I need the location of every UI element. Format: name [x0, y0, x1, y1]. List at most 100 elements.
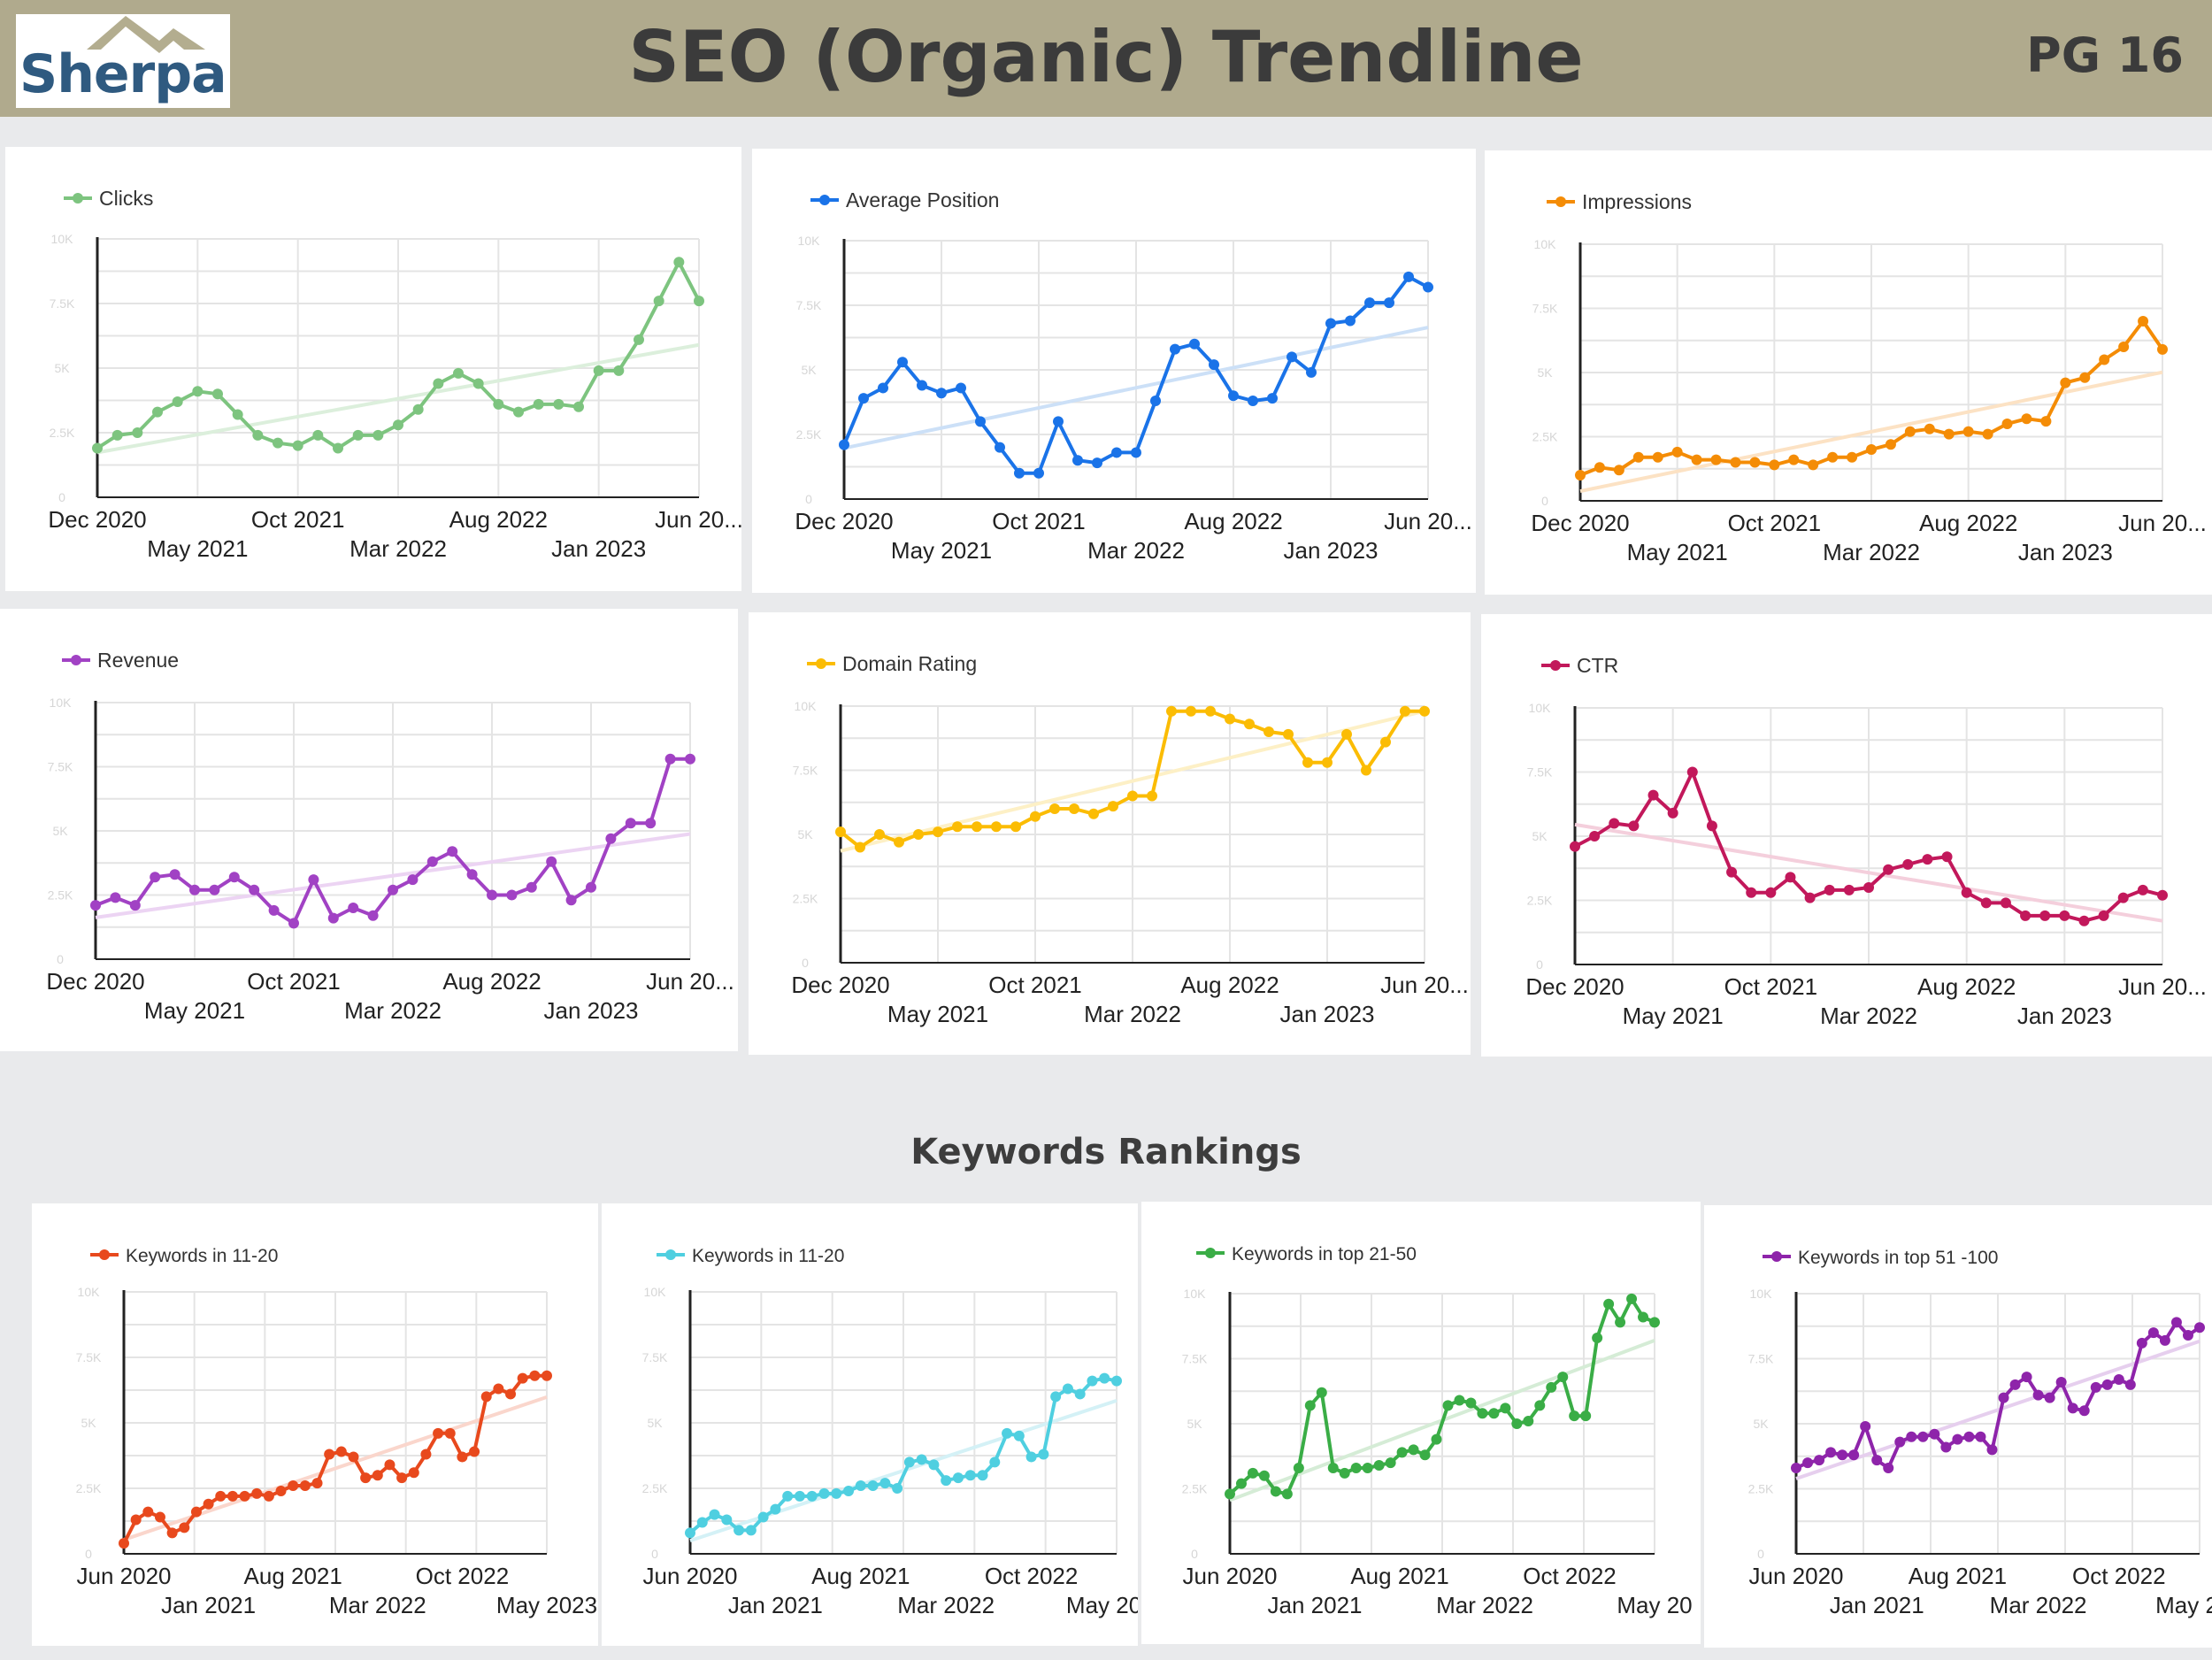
data-point [855, 842, 865, 853]
y-tick-label: 7.5K [642, 1350, 668, 1364]
x-tick-label: May 20 [1617, 1592, 1692, 1618]
data-point [1465, 1397, 1477, 1409]
x-tick-label: Oct 2021 [1724, 973, 1818, 1000]
data-point [645, 818, 657, 829]
data-point [1049, 803, 1060, 814]
x-tick-label: Oct 2021 [992, 508, 1086, 534]
data-point [1384, 297, 1394, 309]
data-point [273, 437, 283, 449]
data-point [1808, 459, 1819, 471]
y-tick-label: 7.5K [1182, 1352, 1208, 1366]
data-point [1247, 1467, 1258, 1479]
data-point [2009, 1379, 2021, 1390]
data-point [513, 406, 524, 418]
data-point [150, 872, 161, 883]
x-tick-label: Jan 2021 [1268, 1592, 1363, 1618]
data-point [858, 393, 869, 404]
data-point [2001, 419, 2013, 429]
data-point [444, 1427, 456, 1439]
data-point [2079, 372, 2091, 383]
y-tick-label: 5K [647, 1416, 663, 1430]
y-tick-label: 0 [1191, 1547, 1198, 1561]
x-tick-label: Aug 2022 [1919, 510, 2017, 536]
data-point [209, 884, 220, 895]
chart-panel-keywords-11-20-a: Keywords in 11-20 0 2.5K 5K 7.5K 10K Jun 2020 J… [32, 1203, 598, 1646]
x-tick-label: Jun 20... [2118, 510, 2207, 536]
data-point [1941, 851, 1953, 863]
data-point [977, 1470, 988, 1481]
data-point [1998, 1392, 2009, 1403]
data-point [533, 398, 544, 410]
data-point [1609, 818, 1620, 829]
y-tick-label: 7.5K [1532, 302, 1558, 316]
data-point [90, 900, 101, 911]
data-point [2170, 1317, 2182, 1328]
data-point [469, 1446, 480, 1457]
data-point [685, 753, 695, 765]
x-tick-label: Aug 2022 [449, 506, 548, 533]
data-point [1431, 1433, 1442, 1445]
data-point [1511, 1418, 1523, 1429]
data-point [991, 821, 1002, 833]
data-point [2059, 910, 2070, 921]
data-point [733, 1525, 745, 1536]
data-point [1062, 1383, 1073, 1395]
data-point [1364, 297, 1375, 309]
x-tick-label: Jan 2023 [2017, 1003, 2112, 1029]
data-point [2124, 1379, 2136, 1390]
data-point [839, 439, 849, 450]
y-tick-label: 5K [54, 361, 70, 375]
data-point [1302, 757, 1313, 768]
data-point [396, 1472, 408, 1484]
data-point [685, 1527, 695, 1539]
legend-swatch-dot [816, 658, 826, 669]
y-tick-label: 2.5K [1527, 894, 1553, 908]
legend-swatch-dot [1771, 1251, 1782, 1262]
data-point [917, 380, 927, 391]
y-tick-label: 5K [1532, 829, 1548, 843]
x-tick-label: Mar 2022 [1823, 539, 1920, 565]
data-point [2044, 1392, 2055, 1403]
data-point [653, 296, 664, 307]
y-tick-label: 7.5K [793, 764, 818, 778]
data-point [2138, 316, 2149, 327]
data-point [757, 1511, 769, 1523]
data-point [1170, 343, 1180, 355]
legend-swatch-dot [819, 195, 830, 205]
data-point [936, 388, 947, 399]
data-point [1860, 1420, 1871, 1432]
y-tick-label: 2.5K [76, 1481, 102, 1495]
data-point [1906, 1431, 1917, 1442]
y-tick-label: 2.5K [48, 888, 73, 903]
data-point [433, 1427, 444, 1439]
average-position-chart: Average Position 0 2.5K 5K 7.5K 10K Dec 2020 Ma… [795, 188, 1472, 564]
x-tick-label: Jun 20... [2118, 973, 2207, 1000]
data-point [2137, 884, 2148, 895]
data-point [2078, 1405, 2090, 1417]
x-tick-label: Jun 20... [655, 506, 741, 533]
data-point [874, 829, 885, 840]
data-point [1523, 1416, 1534, 1427]
data-point [1419, 705, 1430, 717]
data-point [1843, 884, 1855, 895]
data-point [2060, 377, 2071, 388]
data-point [408, 1467, 419, 1479]
data-point [1824, 884, 1835, 895]
data-point [1924, 423, 1935, 434]
legend-label: Keywords in top 21-50 [1232, 1244, 1417, 1264]
data-point [487, 889, 497, 901]
data-point [1225, 713, 1235, 725]
x-tick-label: Jun 2020 [1183, 1563, 1278, 1589]
trendline [1579, 370, 2163, 494]
chart-panel-average-position: Average Position 0 2.5K 5K 7.5K 10K Dec 2020 Ma… [752, 149, 1476, 593]
chart-panel-revenue: Revenue 0 2.5K 5K 7.5K 10K Dec 2020 May 2021 Oct… [0, 609, 738, 1051]
data-point [1980, 897, 1992, 909]
data-point [1883, 864, 1894, 875]
x-tick-label: May 2023 [1066, 1592, 1138, 1618]
data-point [388, 884, 398, 895]
data-point [1339, 1467, 1350, 1479]
data-point [745, 1525, 757, 1536]
x-tick-label: Dec 2020 [795, 508, 893, 534]
data-point [111, 429, 123, 441]
data-point [1248, 396, 1258, 407]
